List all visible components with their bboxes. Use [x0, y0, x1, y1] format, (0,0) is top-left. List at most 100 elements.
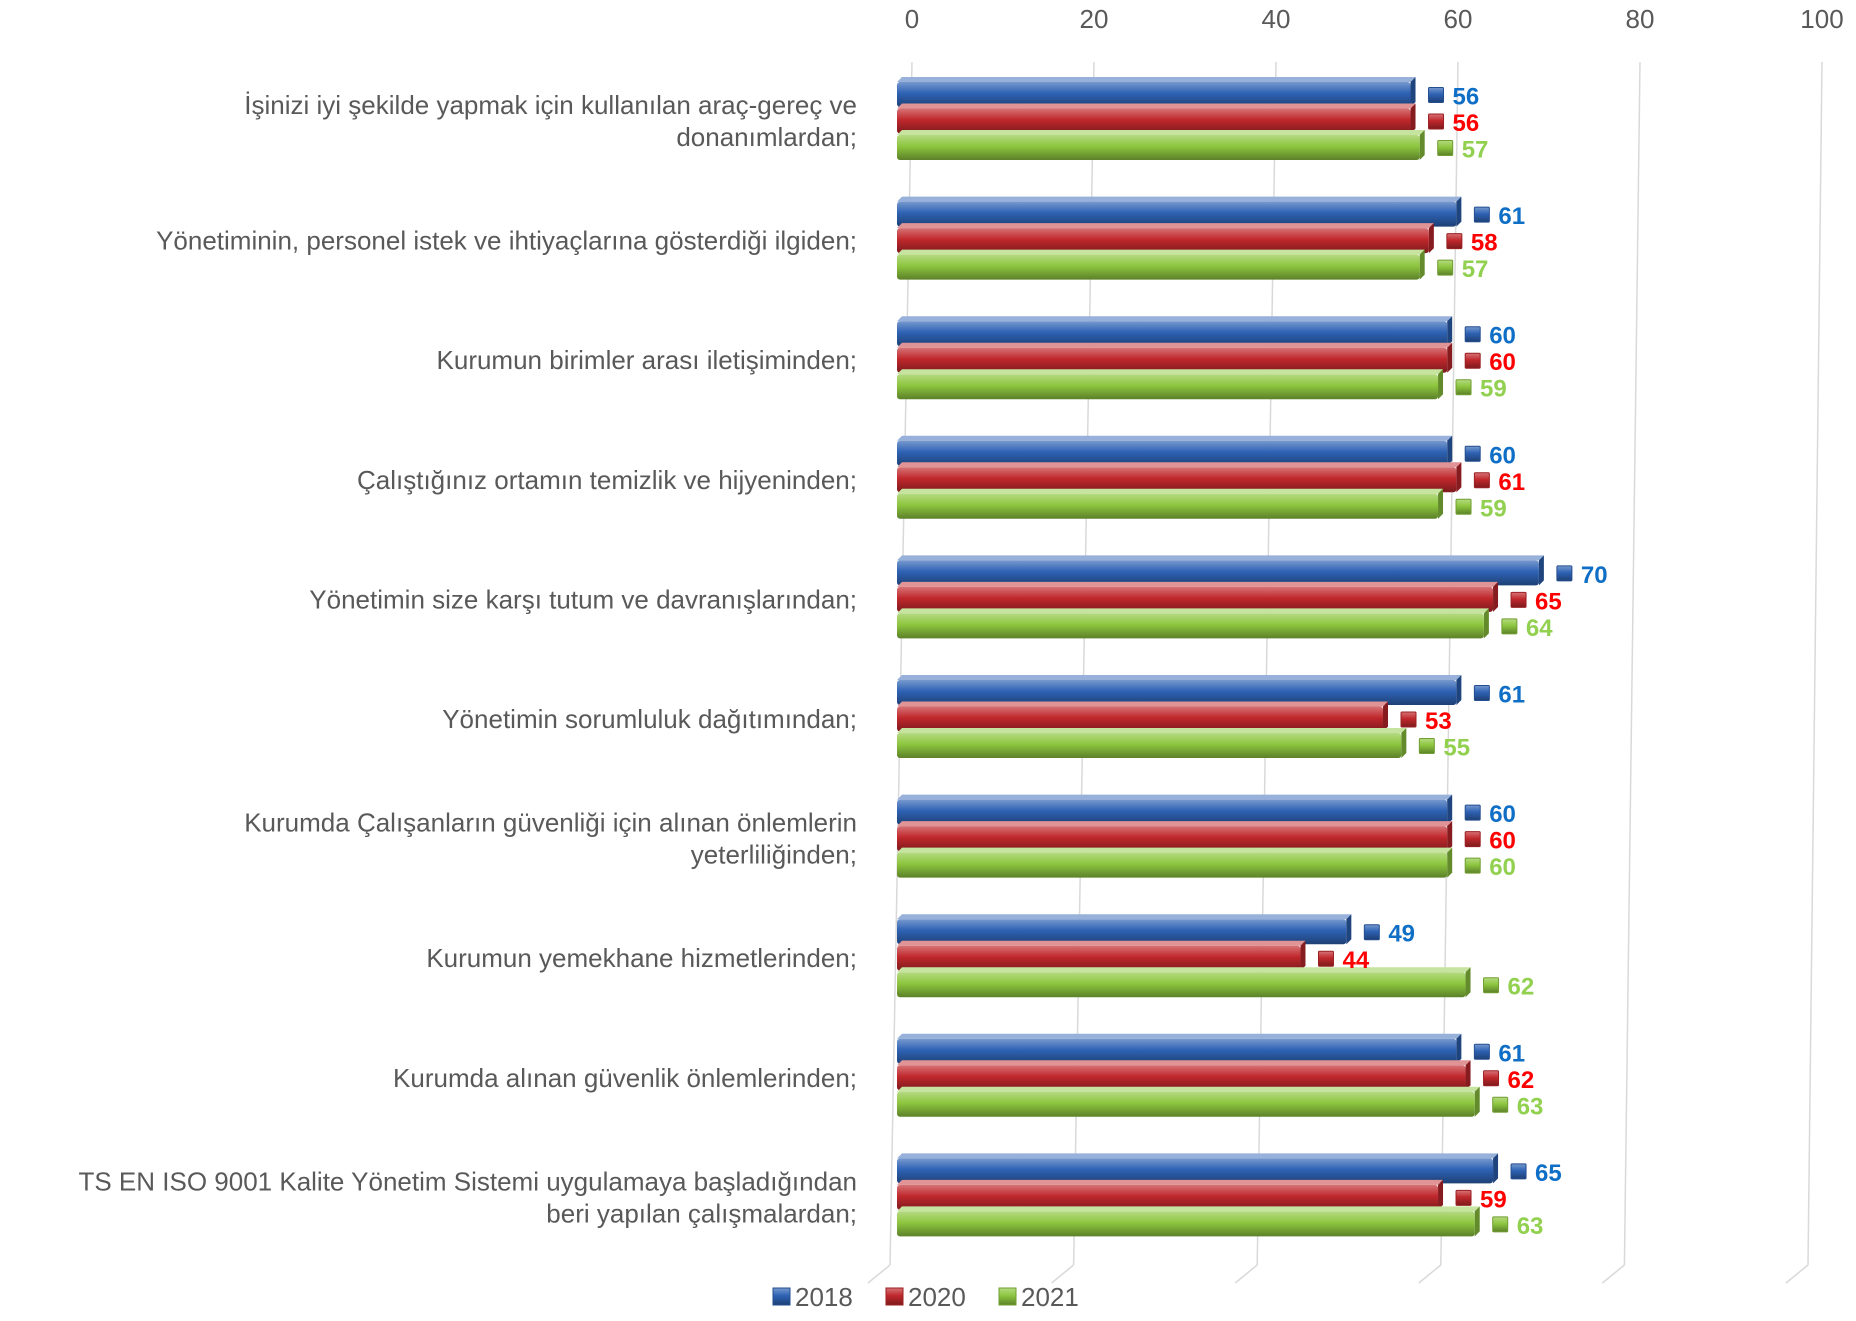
bar-2018 — [897, 794, 1453, 825]
gridline-100 — [1807, 61, 1823, 1266]
bar-2021 — [897, 608, 1489, 639]
data-label-marker — [1492, 1096, 1509, 1113]
data-label-2020: 60 — [1489, 828, 1516, 855]
data-label-marker — [1428, 113, 1445, 130]
bar-2020 — [897, 1179, 1444, 1210]
data-label-2021: 59 — [1480, 376, 1507, 403]
bar-2021 — [897, 1206, 1480, 1237]
data-label-2021: 57 — [1462, 256, 1489, 283]
data-label-marker — [1464, 352, 1481, 369]
category-labels: İşinizi iyi şekilde yapmak için kullanıl… — [78, 90, 857, 1228]
data-label-2021: 64 — [1526, 615, 1553, 642]
legend-swatch-2020 — [885, 1287, 904, 1306]
bar-2018 — [897, 316, 1453, 347]
data-label-2021: 63 — [1517, 1093, 1544, 1120]
category-label: Yönetimin sorumluluk dağıtımından; — [442, 704, 857, 734]
bar-2020 — [897, 223, 1434, 254]
bar-2021 — [897, 130, 1425, 160]
bar-2021 — [897, 249, 1425, 280]
bar-2021 — [897, 967, 1471, 998]
data-label-2020: 58 — [1471, 230, 1498, 257]
data-label-marker — [1473, 1043, 1490, 1060]
data-label-2021: 63 — [1517, 1213, 1544, 1240]
data-label-2018: 56 — [1453, 84, 1480, 111]
data-label-2021: 55 — [1443, 735, 1470, 762]
data-label-marker — [1464, 804, 1481, 821]
data-label-marker — [1473, 206, 1490, 223]
bar-2018 — [897, 196, 1462, 227]
floor-tick-40 — [1234, 1264, 1258, 1284]
data-label-2018: 61 — [1498, 1040, 1525, 1067]
data-label-2020: 65 — [1535, 588, 1562, 615]
x-tick-label: 0 — [905, 4, 919, 34]
data-label-marker — [1483, 1070, 1500, 1087]
data-label-2021: 60 — [1489, 854, 1516, 881]
legend: 2018 2020 2021 — [772, 1282, 1079, 1312]
x-tick-label: 20 — [1080, 4, 1109, 34]
data-label-2018: 70 — [1581, 562, 1608, 589]
data-label-2020: 53 — [1425, 708, 1452, 735]
data-label-2020: 60 — [1489, 349, 1516, 376]
floor-tick-0 — [867, 1264, 891, 1284]
data-label-marker — [1556, 565, 1573, 582]
bar-2018 — [897, 435, 1453, 466]
x-tick-label: 60 — [1444, 4, 1473, 34]
bar-2018 — [897, 914, 1352, 945]
data-label-2018: 61 — [1498, 203, 1525, 230]
category-label: TS EN ISO 9001 Kalite Yönetim Sistemi uy… — [78, 1166, 857, 1228]
data-label-marker — [1363, 924, 1380, 941]
data-label-2021: 59 — [1480, 495, 1507, 522]
data-label-2020: 62 — [1508, 1067, 1535, 1094]
data-label-marker — [1464, 326, 1481, 343]
data-label-marker — [1464, 831, 1481, 848]
legend-label-2021: 2021 — [1021, 1282, 1079, 1312]
legend-label-2020: 2020 — [908, 1282, 966, 1312]
x-tick-label: 100 — [1800, 4, 1843, 34]
data-label-2018: 60 — [1489, 323, 1516, 350]
data-label-marker — [1473, 472, 1490, 489]
floor-tick-60 — [1418, 1264, 1442, 1284]
data-label-2018: 60 — [1489, 442, 1516, 469]
data-label-marker — [1455, 1189, 1472, 1206]
data-label-marker — [1400, 711, 1417, 728]
bar-2020 — [897, 342, 1453, 373]
data-label-2018: 61 — [1498, 682, 1525, 709]
data-label-2021: 57 — [1462, 137, 1489, 164]
data-label-marker — [1317, 950, 1334, 967]
data-label-marker — [1483, 977, 1500, 994]
category-label: Kurumun birimler arası iletişiminden; — [437, 345, 857, 375]
floor-tick-100 — [1785, 1264, 1809, 1284]
bar-2021 — [897, 369, 1444, 400]
category-label: İşinizi iyi şekilde yapmak için kullanıl… — [244, 90, 857, 152]
bar-2018 — [897, 675, 1462, 705]
gridline-80 — [1623, 61, 1641, 1266]
data-label-2018: 65 — [1535, 1160, 1562, 1187]
legend-label-2018: 2018 — [795, 1282, 853, 1312]
bar-2021 — [897, 488, 1444, 519]
data-label-2020: 59 — [1480, 1186, 1507, 1213]
bar-2020 — [897, 103, 1416, 134]
data-label-marker — [1510, 591, 1527, 608]
data-label-2020: 44 — [1342, 947, 1369, 974]
bar-2018 — [897, 1153, 1499, 1184]
category-label: Yönetiminin, personel istek ve ihtiyaçla… — [156, 226, 857, 256]
data-label-marker — [1510, 1163, 1527, 1180]
category-label: Kurumda Çalışanların güvenliği için alın… — [244, 808, 857, 870]
data-label-marker — [1473, 685, 1490, 701]
bar-2018 — [897, 77, 1416, 107]
data-label-2018: 49 — [1388, 921, 1415, 948]
x-tick-label: 80 — [1626, 4, 1655, 34]
data-label-2020: 61 — [1498, 469, 1525, 496]
data-label-marker — [1446, 233, 1463, 250]
bars — [897, 77, 1544, 1237]
bar-2021 — [897, 1086, 1480, 1117]
category-label: Kurumda alınan güvenlik önlemlerinden; — [393, 1063, 857, 1093]
data-label-marker — [1455, 379, 1472, 396]
bar-2020 — [897, 581, 1499, 612]
data-label-marker — [1501, 618, 1518, 635]
data-labels: 5656576158576060596061597065646153556060… — [1317, 84, 1608, 1240]
data-label-2018: 60 — [1489, 801, 1516, 828]
floor-tick-20 — [1051, 1264, 1075, 1284]
bar-2020 — [897, 940, 1306, 971]
